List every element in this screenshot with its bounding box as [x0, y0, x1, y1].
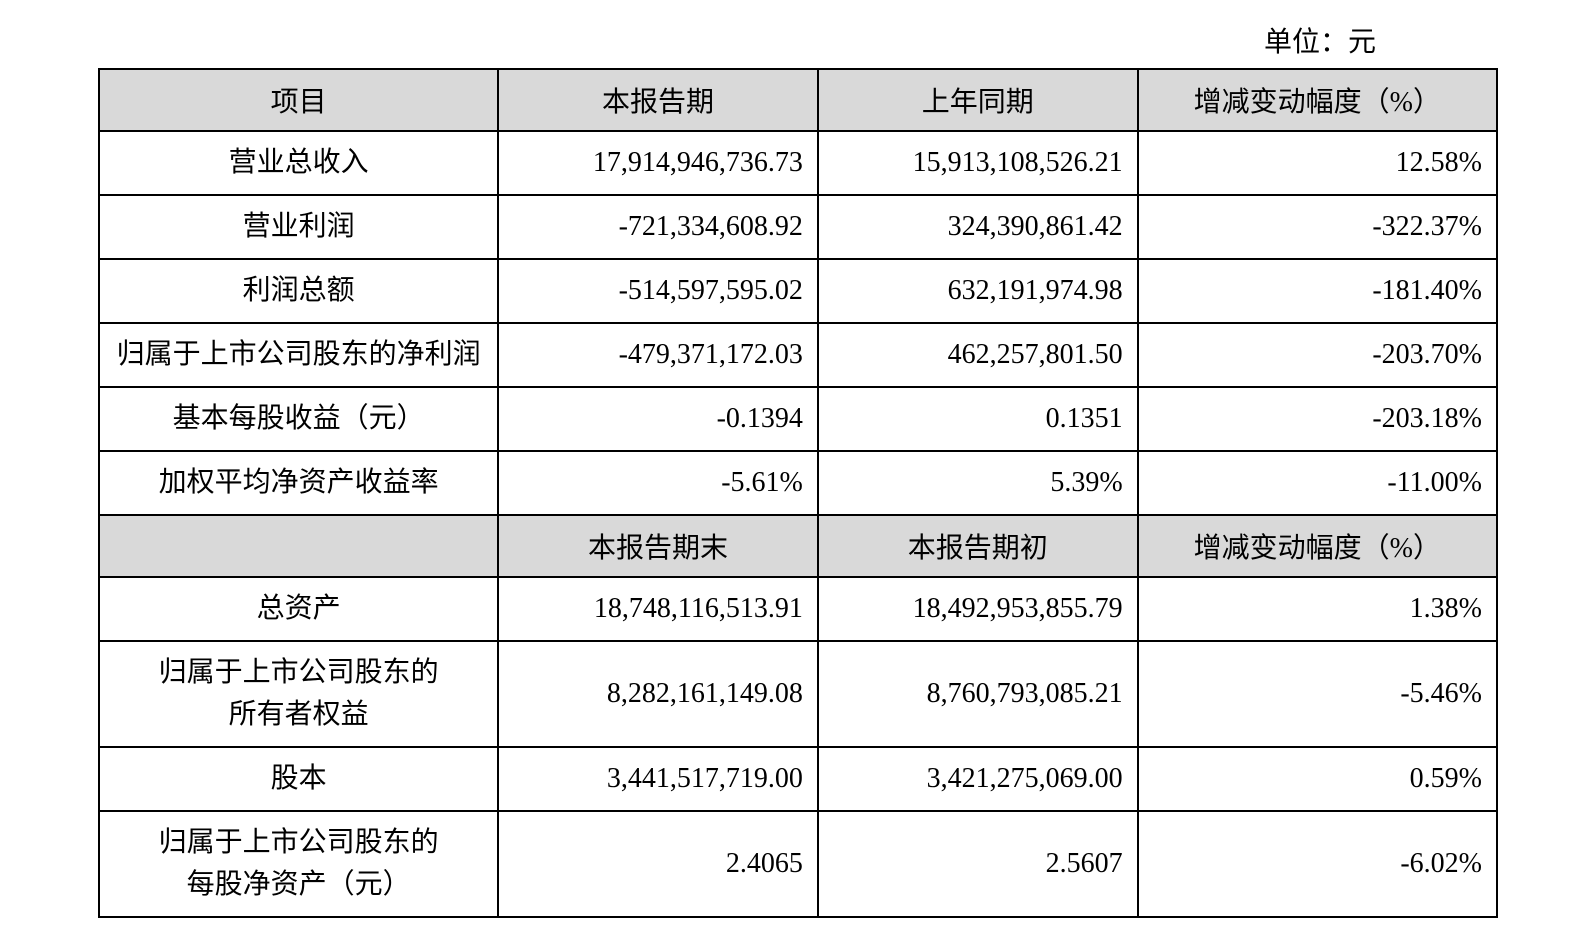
table-row: 归属于上市公司股东的净利润 -479,371,172.03 462,257,80…	[99, 323, 1497, 387]
header-row-1: 项目 本报告期 上年同期 增减变动幅度（%）	[99, 69, 1497, 131]
table-row: 营业总收入 17,914,946,736.73 15,913,108,526.2…	[99, 131, 1497, 195]
table-row: 归属于上市公司股东的每股净资产（元） 2.4065 2.5607 -6.02%	[99, 811, 1497, 917]
cell-value: 2.4065	[498, 811, 818, 917]
table-row: 利润总额 -514,597,595.02 632,191,974.98 -181…	[99, 259, 1497, 323]
row-label: 加权平均净资产收益率	[99, 451, 498, 515]
row-label: 归属于上市公司股东的所有者权益	[99, 641, 498, 747]
table-row: 基本每股收益（元） -0.1394 0.1351 -203.18%	[99, 387, 1497, 451]
header-cell: 增减变动幅度（%）	[1138, 69, 1497, 131]
row-label: 营业利润	[99, 195, 498, 259]
header-cell: 本报告期初	[818, 515, 1138, 577]
cell-value: 462,257,801.50	[818, 323, 1138, 387]
table-row: 总资产 18,748,116,513.91 18,492,953,855.79 …	[99, 577, 1497, 641]
cell-value: -322.37%	[1138, 195, 1497, 259]
cell-value: 15,913,108,526.21	[818, 131, 1138, 195]
cell-value: 18,492,953,855.79	[818, 577, 1138, 641]
cell-value: 1.38%	[1138, 577, 1497, 641]
cell-value: 5.39%	[818, 451, 1138, 515]
cell-value: 8,760,793,085.21	[818, 641, 1138, 747]
cell-value: 8,282,161,149.08	[498, 641, 818, 747]
cell-value: 3,441,517,719.00	[498, 747, 818, 811]
header-cell: 项目	[99, 69, 498, 131]
cell-value: 632,191,974.98	[818, 259, 1138, 323]
cell-value: 18,748,116,513.91	[498, 577, 818, 641]
cell-value: 12.58%	[1138, 131, 1497, 195]
header-cell: 本报告期	[498, 69, 818, 131]
table-row: 归属于上市公司股东的所有者权益 8,282,161,149.08 8,760,7…	[99, 641, 1497, 747]
row-label: 总资产	[99, 577, 498, 641]
row-label: 归属于上市公司股东的净利润	[99, 323, 498, 387]
cell-value: -6.02%	[1138, 811, 1497, 917]
cell-value: -5.46%	[1138, 641, 1497, 747]
cell-value: 0.1351	[818, 387, 1138, 451]
cell-value: -514,597,595.02	[498, 259, 818, 323]
header-cell: 上年同期	[818, 69, 1138, 131]
header-row-2: 本报告期末 本报告期初 增减变动幅度（%）	[99, 515, 1497, 577]
cell-value: 2.5607	[818, 811, 1138, 917]
cell-value: 324,390,861.42	[818, 195, 1138, 259]
row-label: 利润总额	[99, 259, 498, 323]
row-label: 归属于上市公司股东的每股净资产（元）	[99, 811, 498, 917]
cell-value: -479,371,172.03	[498, 323, 818, 387]
financial-table: 项目 本报告期 上年同期 增减变动幅度（%） 营业总收入 17,914,946,…	[98, 68, 1498, 918]
cell-value: -181.40%	[1138, 259, 1497, 323]
header-cell	[99, 515, 498, 577]
row-label: 营业总收入	[99, 131, 498, 195]
row-label: 基本每股收益（元）	[99, 387, 498, 451]
header-cell: 增减变动幅度（%）	[1138, 515, 1497, 577]
cell-value: -5.61%	[498, 451, 818, 515]
cell-value: -0.1394	[498, 387, 818, 451]
unit-label: 单位：元	[20, 20, 1576, 60]
cell-value: 0.59%	[1138, 747, 1497, 811]
table-row: 加权平均净资产收益率 -5.61% 5.39% -11.00%	[99, 451, 1497, 515]
table-row: 营业利润 -721,334,608.92 324,390,861.42 -322…	[99, 195, 1497, 259]
cell-value: -203.70%	[1138, 323, 1497, 387]
cell-value: -203.18%	[1138, 387, 1497, 451]
header-cell: 本报告期末	[498, 515, 818, 577]
cell-value: -721,334,608.92	[498, 195, 818, 259]
table-row: 股本 3,441,517,719.00 3,421,275,069.00 0.5…	[99, 747, 1497, 811]
cell-value: 17,914,946,736.73	[498, 131, 818, 195]
row-label: 股本	[99, 747, 498, 811]
cell-value: 3,421,275,069.00	[818, 747, 1138, 811]
cell-value: -11.00%	[1138, 451, 1497, 515]
